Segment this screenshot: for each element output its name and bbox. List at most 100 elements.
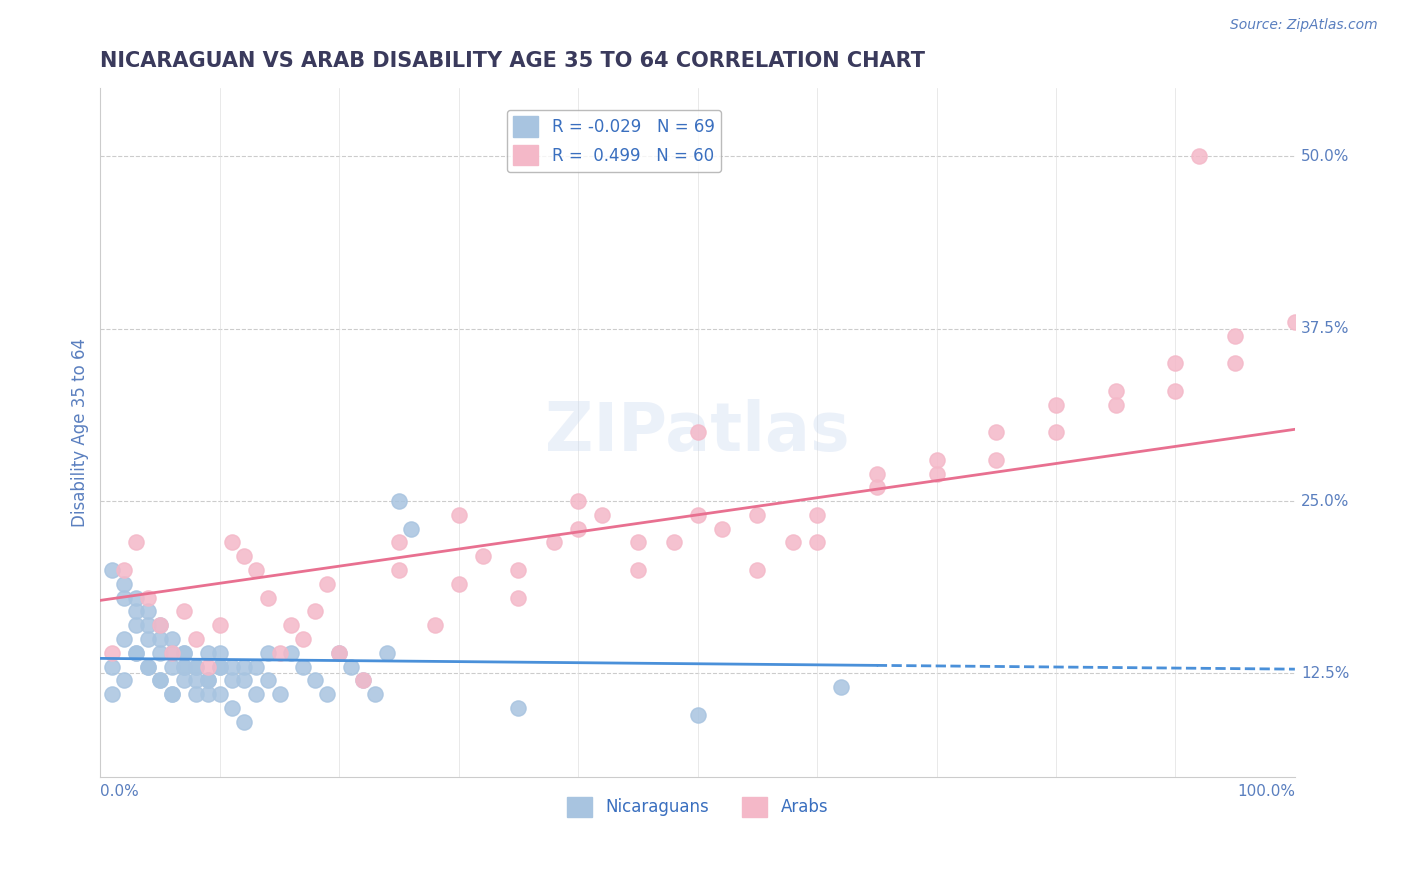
Point <box>160 646 183 660</box>
Point <box>149 673 172 688</box>
Point <box>125 646 148 660</box>
Point <box>830 680 852 694</box>
Point <box>1045 425 1067 440</box>
Point <box>1105 384 1128 398</box>
Point <box>245 687 267 701</box>
Point <box>447 577 470 591</box>
Point <box>173 659 195 673</box>
Point <box>101 646 124 660</box>
Text: 100.0%: 100.0% <box>1237 784 1295 798</box>
Point <box>125 604 148 618</box>
Point <box>160 687 183 701</box>
Point <box>352 673 374 688</box>
Point <box>197 646 219 660</box>
Point <box>136 659 159 673</box>
Point <box>471 549 494 564</box>
Point <box>221 701 243 715</box>
Point <box>112 673 135 688</box>
Point <box>136 591 159 605</box>
Text: 0.0%: 0.0% <box>100 784 139 798</box>
Legend: Nicaraguans, Arabs: Nicaraguans, Arabs <box>560 790 835 823</box>
Point <box>1223 356 1246 370</box>
Point <box>328 646 350 660</box>
Point <box>256 591 278 605</box>
Point <box>136 659 159 673</box>
Point <box>1164 384 1187 398</box>
Text: 12.5%: 12.5% <box>1301 666 1350 681</box>
Text: 37.5%: 37.5% <box>1301 321 1350 336</box>
Point <box>149 618 172 632</box>
Text: ZIPatlas: ZIPatlas <box>546 400 849 466</box>
Y-axis label: Disability Age 35 to 64: Disability Age 35 to 64 <box>72 338 89 526</box>
Point <box>184 659 207 673</box>
Point <box>125 591 148 605</box>
Point <box>112 632 135 646</box>
Point <box>101 659 124 673</box>
Point <box>125 618 148 632</box>
Point <box>423 618 446 632</box>
Point <box>221 659 243 673</box>
Point <box>686 508 709 522</box>
Point <box>925 452 948 467</box>
Point <box>447 508 470 522</box>
Point <box>184 659 207 673</box>
Point <box>112 563 135 577</box>
Point <box>232 714 254 729</box>
Point <box>232 659 254 673</box>
Point <box>710 522 733 536</box>
Point <box>375 646 398 660</box>
Point <box>747 563 769 577</box>
Point <box>686 707 709 722</box>
Point <box>232 549 254 564</box>
Point <box>1164 356 1187 370</box>
Point <box>173 659 195 673</box>
Point <box>1188 149 1211 163</box>
Point <box>221 535 243 549</box>
Point <box>136 618 159 632</box>
Point <box>316 687 339 701</box>
Point <box>184 687 207 701</box>
Point <box>543 535 565 549</box>
Point <box>160 632 183 646</box>
Point <box>269 646 291 660</box>
Point <box>292 659 315 673</box>
Point <box>112 577 135 591</box>
Point <box>1223 328 1246 343</box>
Point <box>269 687 291 701</box>
Point <box>149 646 172 660</box>
Point <box>149 632 172 646</box>
Point <box>136 632 159 646</box>
Point <box>184 632 207 646</box>
Point <box>986 425 1008 440</box>
Point <box>986 452 1008 467</box>
Point <box>136 604 159 618</box>
Point <box>567 494 589 508</box>
Point <box>256 673 278 688</box>
Point <box>340 659 363 673</box>
Point <box>125 535 148 549</box>
Point <box>662 535 685 549</box>
Point <box>280 646 302 660</box>
Point <box>221 673 243 688</box>
Point <box>508 591 530 605</box>
Point <box>245 659 267 673</box>
Point <box>866 467 889 481</box>
Point <box>627 563 650 577</box>
Point <box>173 646 195 660</box>
Point <box>388 494 411 508</box>
Point <box>806 535 828 549</box>
Point <box>160 659 183 673</box>
Point <box>232 673 254 688</box>
Point <box>197 687 219 701</box>
Point <box>508 563 530 577</box>
Point <box>399 522 422 536</box>
Point <box>160 646 183 660</box>
Point <box>184 673 207 688</box>
Point <box>686 425 709 440</box>
Point <box>208 687 231 701</box>
Point <box>149 673 172 688</box>
Text: Source: ZipAtlas.com: Source: ZipAtlas.com <box>1230 18 1378 32</box>
Point <box>304 673 326 688</box>
Point <box>245 563 267 577</box>
Point <box>364 687 387 701</box>
